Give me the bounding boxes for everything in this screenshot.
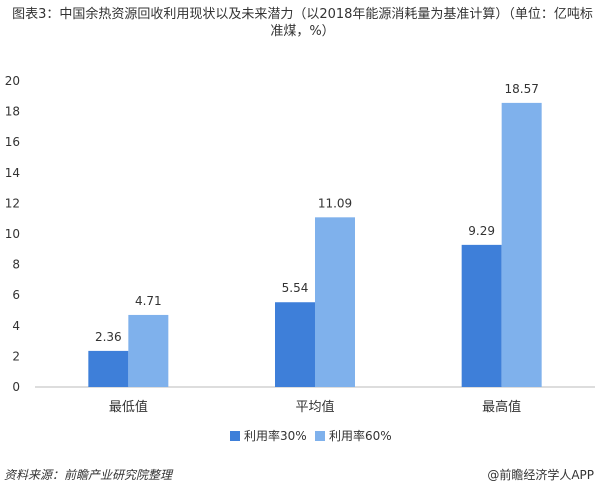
y-tick-label: 4 (12, 319, 20, 333)
bar (315, 217, 355, 387)
y-tick-label: 2 (12, 349, 20, 363)
y-tick-label: 0 (12, 380, 20, 394)
y-tick-label: 14 (5, 166, 20, 180)
chart-title: 图表3：中国余热资源回收利用现状以及未来潜力（以2018年能源消耗量为基准计算）… (12, 7, 593, 39)
bar (501, 102, 542, 387)
value-label: 2.36 (95, 330, 122, 344)
bar (275, 302, 315, 387)
legend-swatch (315, 431, 325, 441)
value-label: 9.29 (468, 224, 495, 238)
y-tick-label: 20 (5, 74, 20, 88)
chart: 0 2 4 6 8 10 12 14 16 18 20 最低值 2.36 4.71 平均值 5.54 11.09… (5, 74, 595, 443)
source-note: 资料来源：前瞻产业研究院整理 (4, 468, 173, 482)
x-tick-label: 平均值 (295, 399, 334, 415)
y-tick-label: 10 (5, 227, 20, 241)
y-tick-label: 18 (5, 105, 20, 119)
legend-label: 利用率30% (244, 428, 307, 443)
bar (128, 314, 169, 387)
legend-swatch (230, 431, 240, 441)
x-tick-label: 最低值 (109, 399, 148, 415)
value-label: 11.09 (318, 196, 352, 210)
y-tick-label: 8 (12, 258, 20, 272)
brand: @前瞻经济学人APP (487, 468, 594, 482)
value-label: 18.57 (504, 82, 538, 96)
y-tick-label: 12 (5, 196, 20, 210)
value-label: 5.54 (282, 281, 309, 295)
bar (88, 350, 129, 387)
x-tick-label: 最高值 (482, 399, 521, 415)
bar (461, 244, 502, 387)
value-label: 4.71 (135, 294, 162, 308)
y-tick-label: 16 (5, 135, 20, 149)
legend-label: 利用率60% (329, 428, 392, 443)
y-tick-label: 6 (12, 288, 20, 302)
